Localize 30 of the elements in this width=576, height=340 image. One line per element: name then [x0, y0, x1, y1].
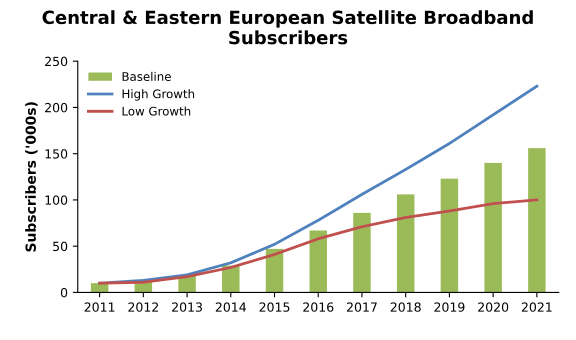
bar — [484, 162, 502, 292]
legend-label: Low Growth — [122, 106, 190, 116]
x-tick-label: 2011 — [84, 302, 114, 312]
line-series — [98, 198, 538, 285]
y-tick-label: 50 — [53, 242, 68, 252]
chart-title: Central & Eastern European Satellite Broadband Subscribers — [42, 10, 533, 44]
y-tick-label: 150 — [46, 149, 68, 159]
bar — [266, 248, 284, 292]
x-tick-label: 2013 — [172, 302, 202, 312]
x-tick-label: 2015 — [260, 302, 290, 312]
y-axis-title: Subscribers ('000s) — [25, 102, 38, 252]
bar — [440, 178, 458, 292]
x-tick-label: 2020 — [478, 302, 508, 312]
bar — [309, 230, 327, 292]
x-tick-label: 2019 — [434, 302, 464, 312]
x-tick-label: 2017 — [346, 302, 377, 312]
bar — [353, 212, 371, 292]
x-tick-label: 2016 — [303, 302, 334, 312]
x-tick-label: 2021 — [522, 302, 552, 312]
legend-label: High Growth — [122, 89, 194, 101]
y-tick-label: 200 — [45, 102, 68, 112]
legend-label: Baseline — [122, 72, 171, 81]
y-tick-label: 100 — [46, 195, 68, 205]
bar — [396, 194, 414, 292]
x-tick-label: 2018 — [390, 302, 421, 312]
bar — [528, 148, 546, 292]
y-tick-label: 250 — [45, 56, 68, 66]
x-tick-label: 2014 — [216, 302, 246, 312]
y-tick-label: 0 — [60, 288, 68, 298]
x-tick-label: 2012 — [128, 302, 158, 312]
